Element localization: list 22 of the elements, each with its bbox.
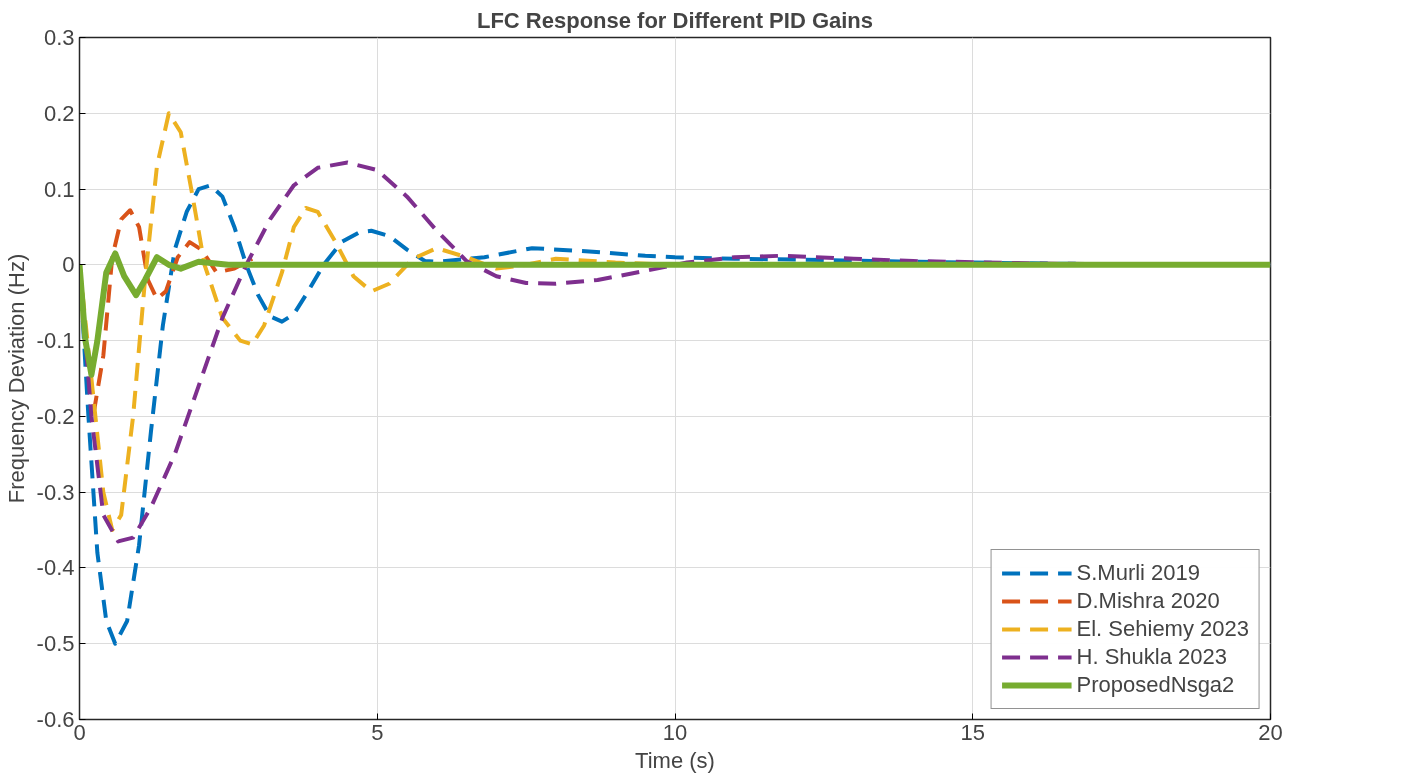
y-tick-label: 0.3 (43, 25, 75, 50)
y-tick-label: -0.4 (36, 555, 75, 581)
legend-label: D.Mishra 2020 (1076, 588, 1220, 614)
legend-label: S.Murli 2019 (1076, 560, 1201, 586)
x-tick-label: 10 (662, 719, 688, 745)
chart-title: LFC Response for Different PID Gains (476, 7, 874, 33)
y-tick-label: 0.2 (43, 100, 75, 126)
legend-label: H. Shukla 2023 (1076, 644, 1227, 670)
y-tick-label: -0.2 (36, 403, 75, 429)
y-tick-label: -0.6 (36, 707, 75, 732)
y-tick-label: -0.5 (36, 631, 75, 657)
y-axis-title: Frequency Deviation (Hz) (3, 253, 29, 504)
x-tick-label: 5 (371, 719, 384, 745)
y-tick-label: -0.3 (36, 479, 75, 505)
x-tick-label: 15 (960, 719, 985, 745)
y-tick-label: 0 (62, 252, 75, 278)
legend-label: El. Sehiemy 2023 (1076, 616, 1249, 642)
y-tick-label: 0.1 (43, 176, 75, 202)
legend-label: ProposedNsga2 (1076, 672, 1235, 698)
y-tick-label: -0.1 (36, 328, 75, 354)
x-tick-label: 20 (1258, 719, 1283, 745)
x-axis-title: Time (s) (635, 747, 715, 773)
